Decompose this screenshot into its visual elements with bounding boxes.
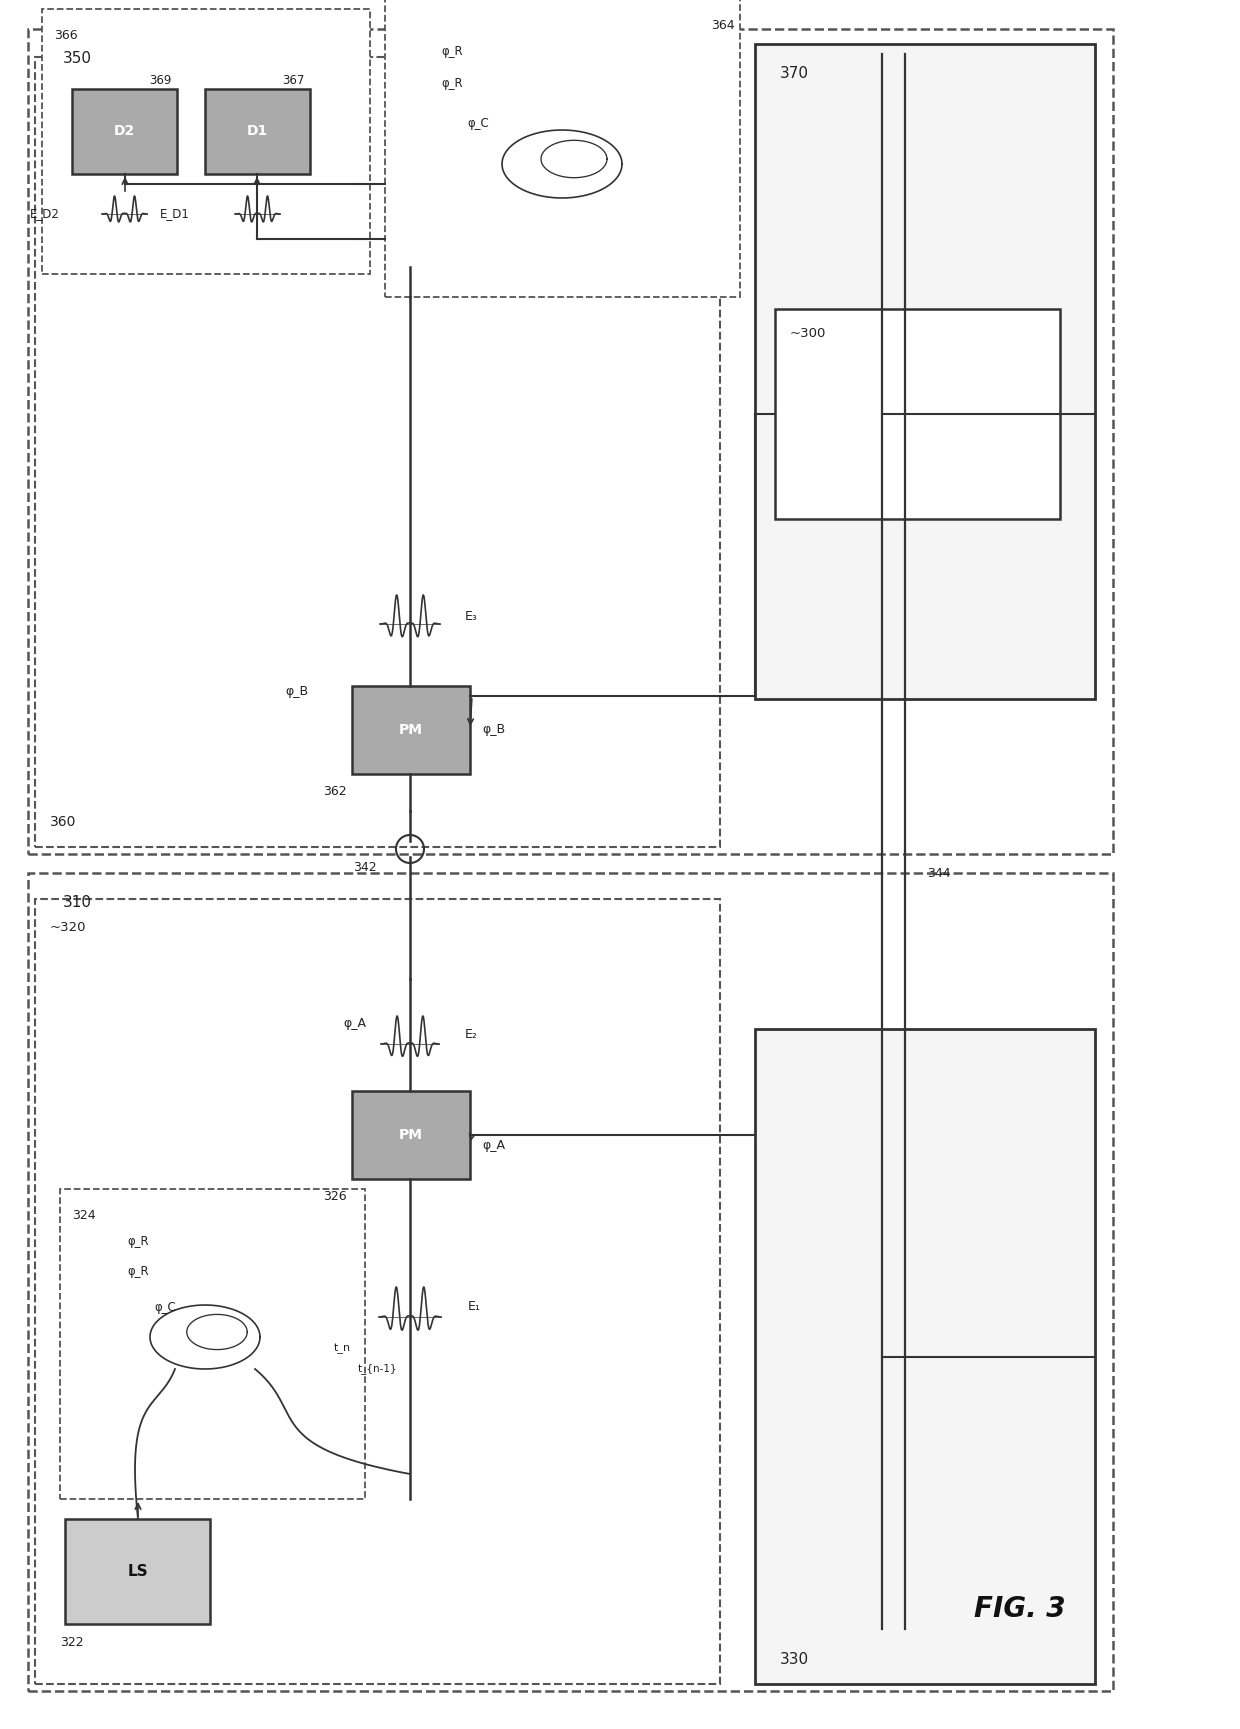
Bar: [205, 88, 310, 175]
Bar: [775, 309, 1060, 519]
Bar: [29, 873, 1114, 1691]
Text: φ_R: φ_R: [441, 78, 463, 90]
Bar: [35, 899, 720, 1684]
Text: 369: 369: [150, 74, 172, 88]
Text: 342: 342: [353, 861, 377, 873]
Bar: [29, 29, 1114, 854]
Bar: [384, 0, 740, 297]
Text: 330: 330: [780, 1651, 810, 1667]
Text: t_n: t_n: [334, 1343, 351, 1354]
Text: E₁: E₁: [467, 1300, 481, 1314]
Bar: [352, 1091, 470, 1179]
Text: 360: 360: [50, 814, 77, 828]
Text: E_D2: E_D2: [30, 207, 60, 221]
Text: φ_B: φ_B: [482, 723, 505, 737]
Text: 324: 324: [72, 1209, 95, 1222]
Bar: [755, 43, 1095, 699]
Text: φ_B: φ_B: [285, 685, 309, 697]
Text: φ_C: φ_C: [467, 118, 489, 130]
Text: FIG. 3: FIG. 3: [975, 1594, 1065, 1624]
Text: t_{n-1}: t_{n-1}: [358, 1364, 398, 1375]
Text: D1: D1: [247, 124, 268, 138]
Text: 362: 362: [324, 785, 347, 799]
Text: 350: 350: [63, 50, 92, 66]
Text: 310: 310: [63, 896, 92, 909]
Bar: [60, 1190, 365, 1499]
Text: φ_R: φ_R: [441, 45, 463, 57]
Text: φ_A: φ_A: [343, 1017, 367, 1030]
Text: E_D1: E_D1: [160, 207, 190, 221]
Text: φ_R: φ_R: [128, 1235, 149, 1248]
Bar: [755, 1029, 1095, 1684]
Bar: [35, 57, 720, 847]
Bar: [352, 686, 470, 775]
Text: 367: 367: [283, 74, 305, 88]
Bar: [42, 9, 370, 273]
Text: D2: D2: [114, 124, 135, 138]
Text: E₂: E₂: [465, 1027, 477, 1041]
Bar: [72, 88, 177, 175]
Text: 322: 322: [60, 1636, 83, 1648]
Text: ~320: ~320: [50, 922, 87, 934]
Text: PM: PM: [399, 1127, 423, 1141]
Text: PM: PM: [399, 723, 423, 737]
Text: E₃: E₃: [465, 610, 477, 624]
Bar: [64, 1520, 210, 1624]
Text: ~300: ~300: [790, 327, 826, 341]
Text: 370: 370: [780, 66, 808, 81]
Text: LS: LS: [128, 1565, 148, 1579]
Text: 364: 364: [712, 19, 735, 33]
Text: 366: 366: [55, 29, 78, 41]
Text: 344: 344: [928, 868, 951, 880]
Text: φ_R: φ_R: [128, 1264, 149, 1278]
Text: 326: 326: [324, 1191, 347, 1203]
Text: φ_C: φ_C: [154, 1300, 176, 1314]
Text: φ_A: φ_A: [482, 1138, 505, 1152]
